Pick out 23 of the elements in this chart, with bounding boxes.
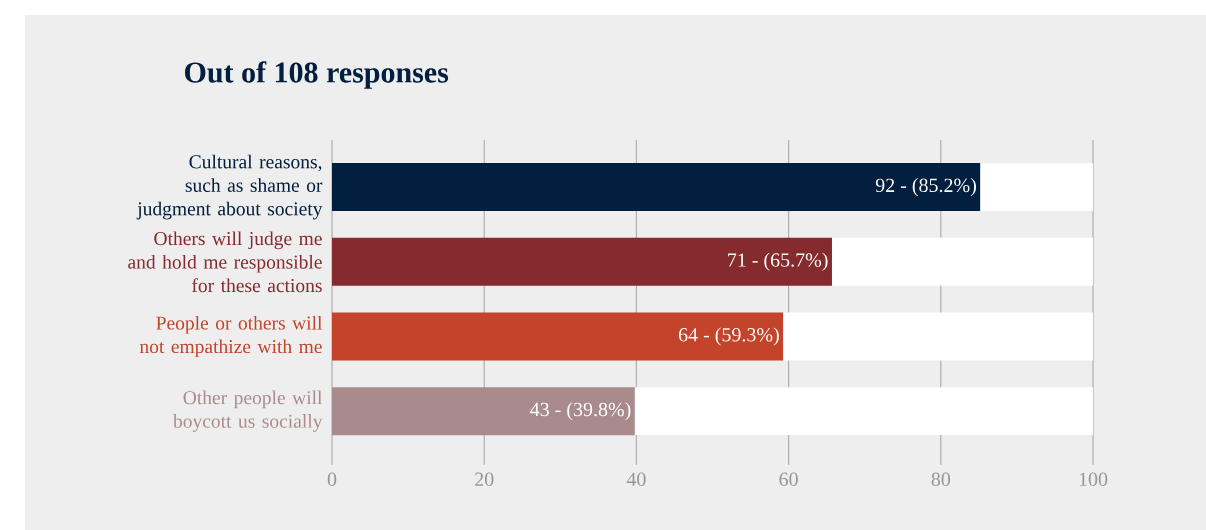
- chart-title: Out of 108 responses: [185, 61, 449, 89]
- x-tick-label: 100: [1079, 472, 1108, 487]
- y-tick-label: People or others will not empathize with me: [139, 315, 323, 358]
- bar: [831, 237, 1094, 286]
- y-tick-label: Other people will boycott us socially: [172, 390, 323, 432]
- bar: [332, 237, 832, 286]
- data-label: 71 - (65.7%): [728, 252, 828, 271]
- data-label: 43 - (39.8%): [530, 402, 631, 421]
- x-tick-label: 60: [779, 472, 798, 487]
- x-tick-label: 80: [931, 472, 951, 487]
- y-tick-label: Others will judge me and hold me responsible for these actions: [128, 231, 322, 293]
- bar: [783, 312, 1094, 361]
- data-label: 92 - (85.2%): [875, 178, 976, 197]
- y-tick-label: Cultural reasons, such as shame or judgment about society: [136, 154, 323, 220]
- bar: [332, 163, 981, 212]
- bar: [332, 312, 784, 361]
- bar: [980, 163, 1094, 211]
- x-tick-label: 0: [327, 472, 337, 487]
- x-tick-label: 20: [475, 472, 494, 487]
- bar: [634, 387, 1094, 436]
- data-label: 64 - (59.3%): [678, 327, 779, 346]
- x-tick-label: 40: [626, 472, 646, 487]
- bar: [332, 387, 635, 436]
